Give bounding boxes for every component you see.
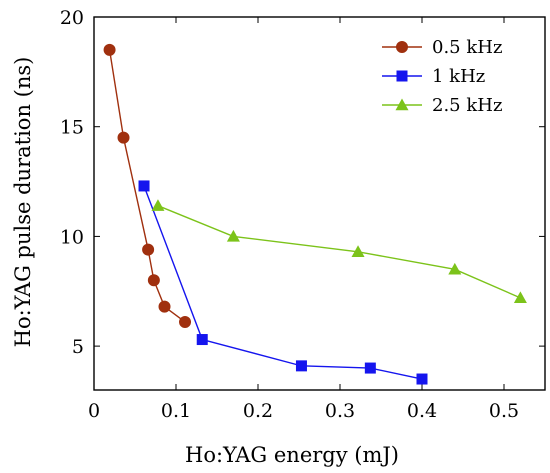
data-point [179, 315, 192, 328]
data-point [147, 274, 160, 287]
x-tick-label: 0.3 [325, 400, 355, 422]
data-point [196, 334, 208, 346]
data-point [416, 373, 428, 385]
x-tick-label: 0.4 [407, 400, 437, 422]
legend-marker [395, 98, 409, 111]
legend-label: 0.5 kHz [432, 37, 502, 58]
plot-area [93, 16, 546, 391]
data-point [351, 245, 365, 257]
data-point [138, 180, 150, 192]
x-tick-label: 0.5 [489, 400, 519, 422]
y-tick-label: 5 [72, 336, 84, 358]
data-point [158, 300, 171, 313]
series-line [157, 205, 521, 299]
legend: 0.5 kHz 1 kHz 2.5 kHz [382, 37, 502, 116]
legend-label: 2.5 kHz [432, 95, 502, 116]
series-1 [138, 180, 428, 385]
data-point [142, 243, 155, 256]
x-tick-label: 0.2 [243, 400, 273, 422]
series-2 [151, 199, 527, 304]
x-tick-label: 0 [88, 400, 100, 422]
legend-label: 1 kHz [432, 66, 485, 87]
legend-marker [396, 41, 408, 53]
series-line [143, 185, 423, 380]
x-tick-label: 0.1 [161, 400, 191, 422]
data-point [364, 362, 376, 374]
series-0 [103, 43, 192, 328]
y-tick-label: 20 [60, 7, 84, 29]
series-layer [103, 43, 527, 385]
data-point [226, 229, 240, 242]
y-axis-label: Ho:YAG pulse duration (ns) [11, 57, 35, 348]
data-point [117, 131, 130, 144]
data-point [513, 291, 527, 304]
data-point [448, 262, 462, 275]
axis-ticks: 0 0.1 0.2 0.3 0.4 0.5 5 10 15 20 [60, 7, 545, 422]
y-tick-label: 15 [60, 117, 84, 139]
data-point [151, 199, 165, 211]
data-point [103, 43, 116, 56]
x-axis-label: Ho:YAG energy (mJ) [185, 443, 399, 467]
legend-marker [396, 70, 408, 82]
y-tick-label: 10 [60, 226, 84, 248]
data-point [295, 360, 307, 372]
